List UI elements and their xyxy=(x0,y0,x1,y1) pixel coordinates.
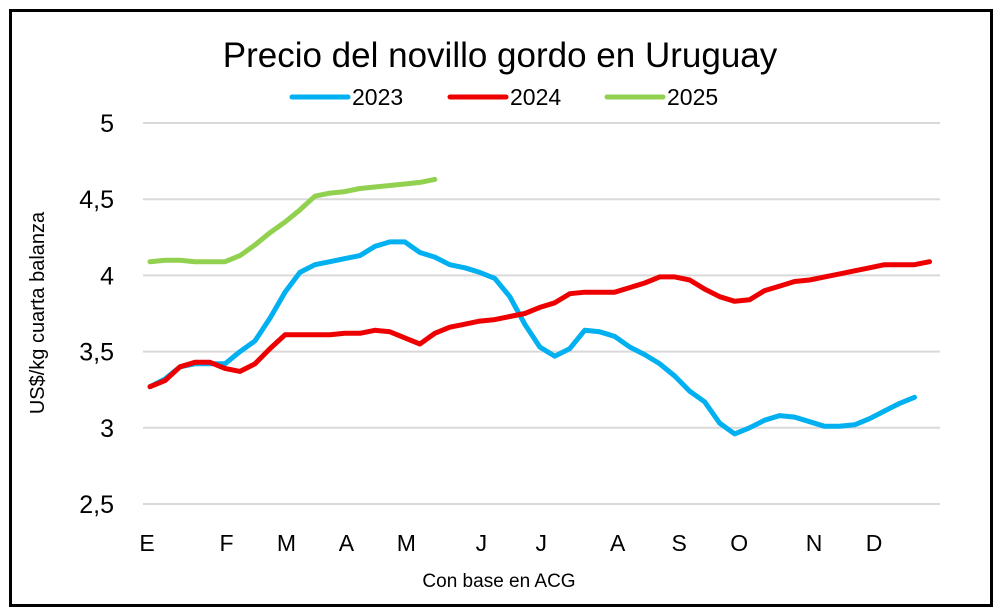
x-tick-label: M xyxy=(277,530,296,556)
x-tick-label: S xyxy=(672,530,687,556)
chart-title: Precio del novillo gordo en Uruguay xyxy=(223,36,778,75)
legend-item-2023: 2023 xyxy=(289,84,403,110)
legend-item-2024: 2024 xyxy=(447,84,561,110)
x-tick-label: O xyxy=(730,530,748,556)
x-tick-label: A xyxy=(339,530,355,556)
x-tick-label: N xyxy=(806,530,823,556)
series-line-2024 xyxy=(147,259,932,390)
y-tick-label: 2,5 xyxy=(79,491,114,519)
x-tick-label: F xyxy=(219,530,233,556)
y-tick-label: 5 xyxy=(100,110,114,138)
y-axis-label: US$/kg cuarta balanza xyxy=(27,211,49,414)
legend-label: 2024 xyxy=(510,84,561,110)
series-line-2025 xyxy=(147,176,438,265)
legend-item-2025: 2025 xyxy=(604,84,718,110)
y-tick-label: 4,5 xyxy=(79,186,114,214)
legend: 2023 2024 2025 xyxy=(289,84,718,110)
series-lines xyxy=(147,176,932,437)
x-tick-label: E xyxy=(139,530,154,556)
y-tick-label: 4 xyxy=(100,262,114,290)
legend-label: 2023 xyxy=(352,84,403,110)
x-tick-label: J xyxy=(536,530,548,556)
legend-label: 2025 xyxy=(667,84,718,110)
gridlines xyxy=(143,122,940,505)
series-line-2023 xyxy=(147,239,917,437)
y-tick-label: 3,5 xyxy=(79,339,114,367)
y-tick-labels: 2,5 3 3,5 4 4,5 5 xyxy=(79,110,114,519)
x-tick-label: D xyxy=(866,530,883,556)
x-tick-label: M xyxy=(397,530,416,556)
x-tick-label: A xyxy=(610,530,626,556)
x-tick-label: J xyxy=(476,530,488,556)
y-tick-label: 3 xyxy=(100,415,114,443)
chart-frame xyxy=(9,9,993,607)
x-axis-label: Con base en ACG xyxy=(422,571,575,592)
